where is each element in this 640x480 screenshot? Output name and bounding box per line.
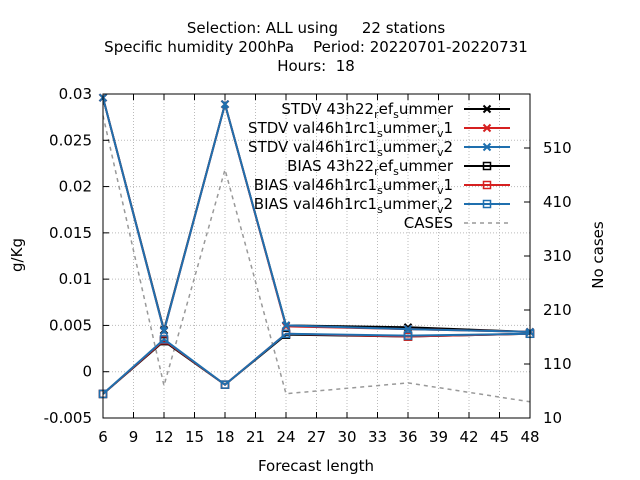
x-tick-label: 21 (246, 428, 265, 446)
x-tick-label: 48 (520, 428, 539, 446)
y2-tick-label: 10 (543, 409, 562, 427)
y-tick-label: 0.03 (59, 85, 92, 103)
legend-entry: STDV val46h1rc1summerv2 (248, 138, 510, 159)
y2-tick-label: 210 (543, 301, 572, 319)
x-tick-label: 45 (490, 428, 509, 446)
y-tick-label: 0.005 (49, 316, 92, 334)
legend-label: BIAS val46h1rc1summerv2 (254, 195, 453, 216)
x-tick-label: 27 (307, 428, 326, 446)
y-axis-label: g/Kg (8, 238, 26, 272)
y2-tick-label: 510 (543, 139, 572, 157)
y-tick-label: -0.005 (44, 409, 92, 427)
cross-point-marker (482, 104, 492, 114)
y-tick-label: 0 (82, 363, 92, 381)
square-point-marker (482, 161, 492, 171)
legend-entry: BIAS val46h1rc1summerv2 (254, 195, 510, 216)
x-tick-label: 18 (215, 428, 234, 446)
y-tick-label: 0.025 (49, 131, 92, 149)
series-line (102, 332, 531, 395)
x-tick-label: 24 (276, 428, 295, 446)
square-point-marker (220, 380, 230, 389)
y2-tick-label: 310 (543, 247, 572, 265)
square-point-marker (281, 329, 291, 339)
x-tick-label: 39 (429, 428, 448, 446)
square-point-marker (482, 199, 492, 209)
legend-entry: CASES (404, 214, 510, 232)
cross-point-marker (482, 123, 492, 133)
chart-title-line-3: Hours: 18 (277, 57, 355, 75)
square-point-marker (482, 180, 492, 190)
legend-label: STDV val46h1rc1summerv1 (248, 119, 453, 140)
x-tick-label: 36 (398, 428, 417, 446)
series-line (102, 97, 531, 335)
cross-point-marker (220, 99, 230, 109)
chart-title-line-2: Specific humidity 200hPa Period: 2022070… (104, 38, 528, 56)
legend-label: BIAS 43h22refsummer (287, 157, 454, 178)
x-axis-label: Forecast length (258, 457, 374, 475)
chart-title-line-1: Selection: ALL using 22 stations (187, 19, 446, 37)
y-tick-label: 0.01 (59, 270, 92, 288)
cross-point-marker (482, 142, 492, 152)
y-tick-label: 0.02 (59, 178, 92, 196)
legend-entry: STDV val46h1rc1summerv1 (248, 119, 510, 140)
x-tick-label: 30 (337, 428, 356, 446)
legend-entry: STDV 43h22refsummer (281, 100, 510, 121)
x-tick-label: 9 (129, 428, 139, 446)
axis-ticks: 6 9 12 15 18 21 24 27 30 33 36 39 42 45 48 -0.005 0 0.005… (44, 85, 572, 446)
x-tick-label: 12 (154, 428, 173, 446)
legend-label: CASES (404, 214, 453, 232)
y2-axis-label: No cases (589, 221, 607, 289)
series-line (102, 115, 531, 403)
cross-point-marker (159, 326, 169, 336)
legend-label: STDV 43h22refsummer (281, 100, 453, 121)
y2-tick-label: 110 (543, 355, 572, 373)
legend-entry: BIAS 43h22refsummer (287, 157, 510, 178)
x-tick-label: 15 (185, 428, 204, 446)
legend-entry: BIAS val46h1rc1summerv1 (254, 176, 510, 197)
square-point-marker (403, 331, 413, 340)
x-tick-label: 33 (368, 428, 387, 446)
x-tick-label: 42 (459, 428, 478, 446)
plot-series (98, 93, 535, 403)
cross-point-marker (281, 321, 291, 330)
x-tick-label: 6 (98, 428, 108, 446)
series-cases (102, 115, 531, 403)
y-tick-label: 0.015 (49, 224, 92, 242)
legend-label: BIAS val46h1rc1summerv1 (254, 176, 453, 197)
y2-tick-label: 410 (543, 193, 572, 211)
square-point-marker (159, 335, 169, 344)
legend-label: STDV val46h1rc1summerv2 (248, 138, 453, 159)
